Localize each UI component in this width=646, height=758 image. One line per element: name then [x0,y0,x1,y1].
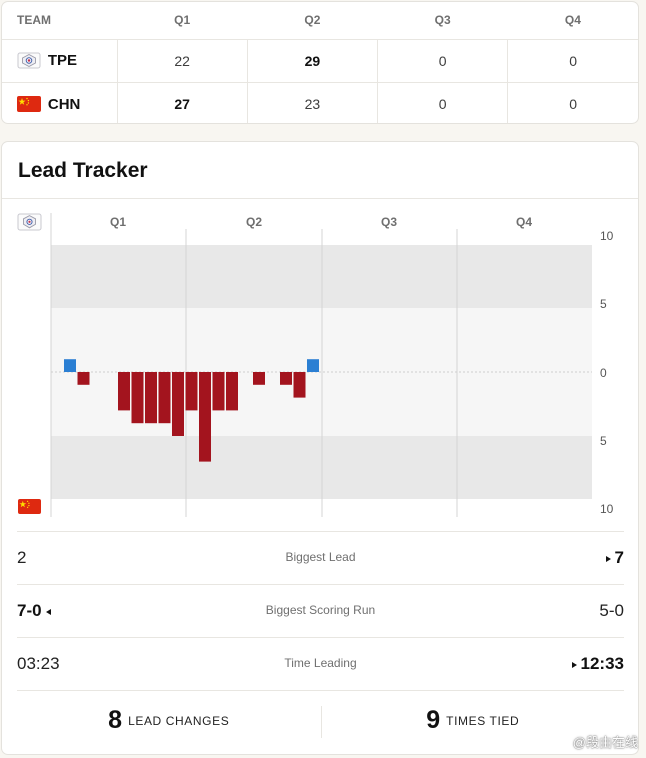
lead-bar-tpe[interactable] [307,359,319,372]
lead-bar-chn[interactable] [293,372,306,398]
quarter-label-q3: Q3 [381,215,397,229]
score-tpe-q1: 22 [117,39,248,83]
stat-row-time-leading: 03:23 Time Leading 12:33 [17,637,624,690]
lead-bar-chn[interactable] [226,372,238,411]
lead-bar-chn[interactable] [253,372,265,385]
tpe-emblem-icon [17,52,41,69]
team-abbr-chn: CHN [47,95,81,113]
lead-bar-chn[interactable] [118,372,130,411]
lead-bar-tpe[interactable] [64,359,76,372]
score-chn-q2: 23 [247,82,379,123]
y-tick-zero: 0 [600,366,607,380]
leader-arrow-icon [605,555,611,562]
y-tick-bottom-10: 10 [600,502,614,516]
biggest-lead-chn-wrap: 7 [605,548,624,568]
lead-tracker-chart: Q1 Q2 Q3 Q4 10 5 0 5 10 [17,213,614,517]
score-tpe-q4: 0 [507,39,638,83]
watermark-text: @段由在线 [572,735,638,750]
time-leading-chn: 12:33 [580,654,624,673]
leader-arrow-icon [571,661,577,668]
lead-bar-chn[interactable] [77,372,90,385]
times-tied-label: TIMES TIED [446,713,520,728]
quarter-score-card: TEAM Q1 Q2 Q3 Q4 TPE 22 29 [1,1,639,124]
lead-bar-chn[interactable] [185,372,198,411]
biggest-lead-tpe: 2 [17,548,27,567]
header-q4: Q4 [507,2,638,40]
table-row-chn: CHN 27 23 0 0 [2,82,638,123]
times-tied-value: 9 [426,706,441,734]
lead-bar-chn[interactable] [280,372,292,385]
lead-changes-total: 8 LEAD CHANGES [17,691,321,753]
lead-changes-label: LEAD CHANGES [128,713,230,728]
table-row-tpe: TPE 22 29 0 0 [2,39,638,83]
team-cell-tpe[interactable]: TPE [2,39,118,83]
lead-bar-chn[interactable] [172,372,184,436]
biggest-lead-chn: 7 [614,548,624,567]
time-leading-chn-wrap: 12:33 [571,654,624,674]
lead-bar-chn[interactable] [199,372,211,462]
score-tpe-q3: 0 [377,39,509,83]
biggest-lead-label: Biggest Lead [285,550,356,564]
lead-tracker-divider [2,198,638,199]
team-cell-chn[interactable]: CHN [2,82,118,123]
china-flag-icon [18,499,41,514]
time-leading-label: Time Leading [284,656,357,670]
team-abbr-tpe: TPE [47,52,78,70]
quarter-label-q1: Q1 [110,215,126,229]
lead-bars-group [64,359,319,462]
tpe-emblem-icon [17,213,42,231]
scoring-run-chn: 5-0 [599,601,624,620]
scoring-run-tpe-wrap: 7-0 [17,601,51,621]
header-team: TEAM [2,2,117,40]
lead-bar-chn[interactable] [145,372,157,424]
y-tick-top-10: 10 [600,229,614,243]
quarter-score-table: TEAM Q1 Q2 Q3 Q4 TPE 22 29 [2,2,638,123]
quarter-label-q4: Q4 [516,215,532,229]
header-q2: Q2 [247,2,378,40]
score-tpe-q2: 29 [247,39,379,83]
quarter-label-q2: Q2 [246,215,262,229]
y-tick-bottom-5: 5 [600,434,607,448]
times-tied-total: 9 TIMES TIED [320,706,625,738]
lead-tracker-title: Lead Tracker [18,159,148,182]
lead-changes-value: 8 [108,706,123,734]
score-header-row: TEAM Q1 Q2 Q3 Q4 [2,2,638,40]
score-chn-q4: 0 [569,95,578,112]
lead-bar-chn[interactable] [131,372,144,424]
header-q1: Q1 [117,2,248,40]
header-q3: Q3 [377,2,508,40]
lead-bar-chn[interactable] [212,372,225,411]
score-chn-q3: 0 [377,82,509,123]
lead-stats: 2 Biggest Lead 7 7-0 Biggest Scoring Run… [17,531,624,752]
time-leading-tpe: 03:23 [17,654,60,673]
scoring-run-label: Biggest Scoring Run [265,603,376,617]
lead-bar-chn[interactable] [158,372,171,424]
scoring-run-tpe: 7-0 [17,601,42,620]
y-tick-top-5: 5 [600,297,607,311]
lead-tracker-card: Lead Tracker Q1 Q2 Q3 Q4 [1,141,639,755]
stat-row-scoring-run: 7-0 Biggest Scoring Run 5-0 [17,584,624,637]
china-flag-icon [17,96,41,113]
leader-arrow-icon [45,608,51,615]
totals-row: 8 LEAD CHANGES 9 TIMES TIED [17,690,624,752]
stat-row-biggest-lead: 2 Biggest Lead 7 [17,531,624,584]
score-chn-q1: 27 [117,82,248,123]
